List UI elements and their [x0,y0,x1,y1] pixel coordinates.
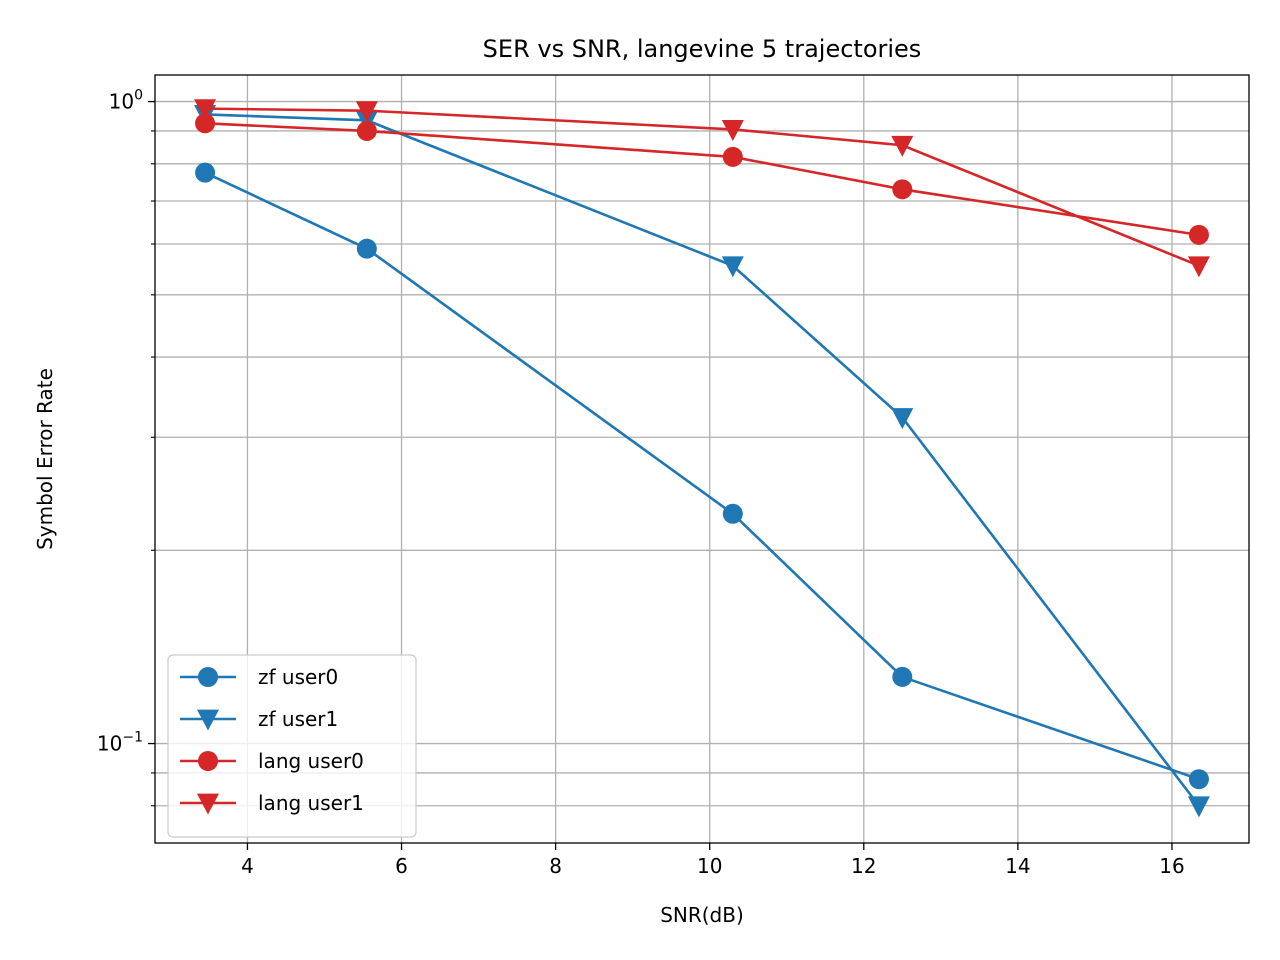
series-lang-user1 [194,99,1210,278]
data-point [722,146,743,167]
x-axis: 4 6 8 10 12 14 16 [241,843,1185,878]
legend-label: lang user0 [258,749,364,773]
legend: zf user0 zf user1 lang user0 lang user1 [167,654,417,838]
data-point [1188,224,1209,245]
x-axis-label: SNR(dB) [660,903,744,927]
plot-frame [154,74,1250,844]
x-tick-label: 12 [851,854,876,878]
data-point [891,135,914,157]
legend-marker [198,667,218,687]
legend-entry: lang user1 [180,791,364,815]
y-tick-label: 10−1 [97,730,143,756]
data-point [194,99,217,121]
legend-marker [197,793,219,815]
legend-entry: zf user0 [180,665,338,689]
y-tick-label: 100 [109,88,143,114]
data-point [891,408,914,430]
data-point [356,120,377,141]
data-point [355,101,378,123]
data-point [356,238,377,259]
data-point [195,162,216,183]
legend-marker [198,751,218,771]
x-tick-label: 4 [241,854,254,878]
legend-entry: zf user1 [180,707,338,731]
data-point [1188,769,1209,790]
data-point [195,113,216,134]
x-tick-label: 10 [697,854,722,878]
data-point [722,503,743,524]
y-axis-label: Symbol Error Rate [33,368,57,550]
legend-entry: lang user0 [180,749,364,773]
data-point [721,256,744,278]
series-group [194,99,1210,818]
data-point [892,666,913,687]
legend-marker [197,709,219,731]
series-lang-user0 [195,113,1209,245]
legend-box [167,654,417,838]
data-point [1187,796,1210,818]
data-point [1187,256,1210,278]
x-tick-label: 8 [549,854,562,878]
data-point [892,179,913,200]
legend-label: lang user1 [258,791,364,815]
y-axis: 10−1 100 [97,88,155,807]
x-tick-label: 16 [1159,854,1184,878]
x-tick-label: 14 [1005,854,1030,878]
chart-title: SER vs SNR, langevine 5 trajectories [483,35,922,63]
legend-label: zf user1 [258,707,338,731]
legend-label: zf user0 [258,665,338,689]
series-zf-user0 [195,162,1209,790]
data-point [721,120,744,141]
x-tick-label: 6 [395,854,408,878]
